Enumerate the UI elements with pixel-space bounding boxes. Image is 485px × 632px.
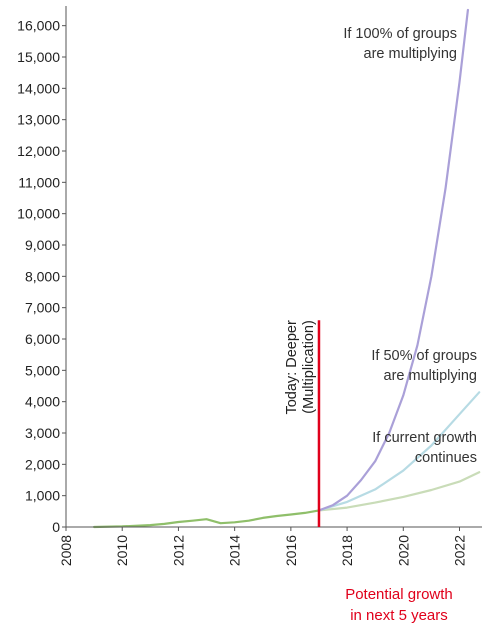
today-marker-label: Today: Deeper(Multiplication) — [284, 320, 317, 414]
today-marker-label-line: (Multiplication) — [301, 320, 317, 413]
series-line-3 — [317, 8, 469, 512]
y-tick-label: 16,000 — [17, 18, 60, 34]
x-tick-label: 2010 — [114, 535, 130, 566]
annotation-text: are multiplying — [384, 368, 478, 384]
y-tick-label: 9,000 — [25, 237, 60, 253]
x-tick-label: 2018 — [339, 535, 355, 566]
x-tick-label: 2008 — [58, 535, 74, 566]
y-tick-label: 15,000 — [17, 49, 60, 65]
axes-group: 0 1,000 2,000 3,000 4,000 5,000 6,000 7,000 8,00… — [17, 6, 482, 566]
x-tick-label: 2020 — [395, 535, 411, 566]
x-tick-label: 2016 — [283, 535, 299, 566]
y-tick-label: 3,000 — [25, 425, 60, 441]
y-tick-label: 8,000 — [25, 268, 60, 284]
y-tick-label: 7,000 — [25, 300, 60, 316]
y-tick-label: 6,000 — [25, 331, 60, 347]
y-tick-label: 1,000 — [25, 488, 60, 504]
y-tick-label: 11,000 — [18, 174, 60, 190]
y-tick-label: 2,000 — [25, 456, 60, 472]
annotation-text: If current growth — [372, 430, 477, 446]
series-line-2 — [317, 391, 481, 512]
y-tick-label: 12,000 — [17, 143, 60, 159]
annotations-group: If 100% of groups are multiplying If 50% o… — [343, 26, 477, 624]
y-tick-label: 4,000 — [25, 394, 60, 410]
annotation-text: If 100% of groups — [343, 26, 457, 42]
annotation-text: If 50% of groups — [371, 348, 477, 364]
y-tick-label: 10,000 — [17, 206, 60, 222]
y-tick-label: 0 — [52, 519, 60, 535]
series-group — [92, 8, 481, 529]
y-tick-label: 14,000 — [17, 80, 60, 96]
x-tick-label: 2022 — [452, 535, 468, 566]
today-marker-label-line: Today: Deeper — [284, 320, 300, 414]
y-tick-label: 13,000 — [17, 112, 60, 128]
annotation-text: continues — [415, 450, 477, 466]
x-tick-label: 2012 — [170, 535, 186, 566]
today-marker-group: Today: Deeper(Multiplication) — [284, 320, 321, 527]
footer-text: Potential growth — [345, 586, 453, 603]
x-tick-label: 2014 — [227, 535, 243, 566]
footer-text: in next 5 years — [350, 607, 448, 624]
annotation-text: are multiplying — [364, 46, 458, 62]
series-line-0 — [92, 509, 321, 529]
y-tick-label: 5,000 — [25, 362, 60, 378]
series-line-1 — [317, 471, 481, 512]
